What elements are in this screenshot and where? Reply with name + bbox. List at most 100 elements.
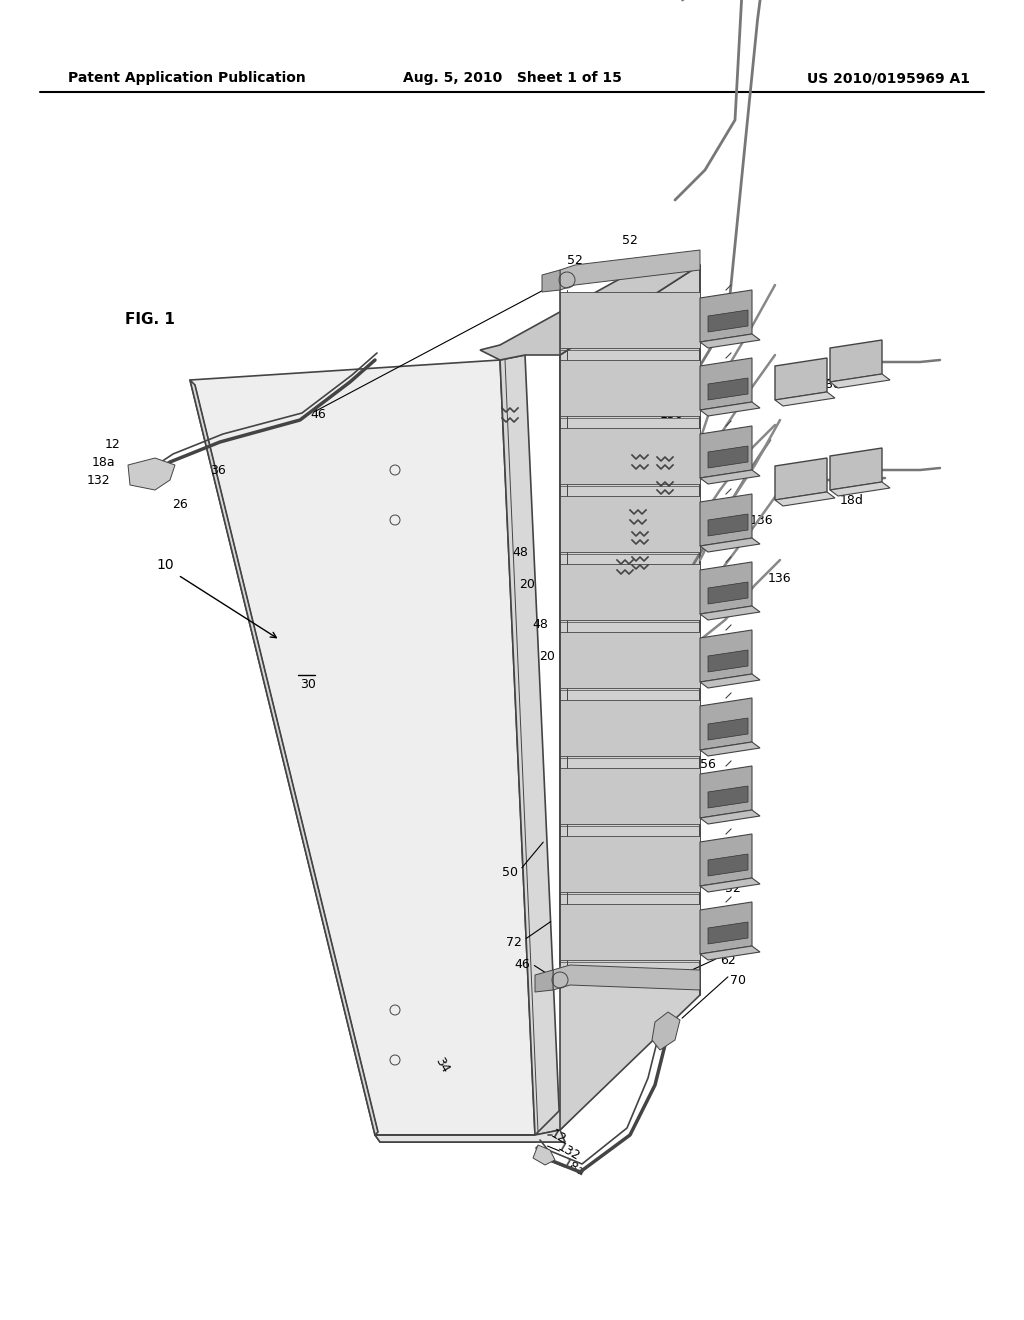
Text: 62: 62 xyxy=(720,953,736,966)
Polygon shape xyxy=(700,878,760,892)
Text: 48: 48 xyxy=(720,843,736,857)
Text: 62: 62 xyxy=(672,645,688,659)
Polygon shape xyxy=(553,965,700,990)
Polygon shape xyxy=(708,854,748,876)
Polygon shape xyxy=(700,494,752,546)
Text: 136: 136 xyxy=(658,338,682,351)
Polygon shape xyxy=(708,513,748,536)
Text: 18a: 18a xyxy=(91,455,115,469)
Polygon shape xyxy=(775,492,835,506)
Text: 56: 56 xyxy=(700,759,716,771)
Polygon shape xyxy=(560,496,700,552)
Polygon shape xyxy=(560,768,700,824)
Polygon shape xyxy=(700,946,760,960)
Polygon shape xyxy=(830,341,882,381)
Polygon shape xyxy=(480,260,700,360)
Polygon shape xyxy=(700,902,752,954)
Polygon shape xyxy=(700,358,752,411)
Text: 18d: 18d xyxy=(840,494,864,507)
Text: 62: 62 xyxy=(570,273,586,286)
Text: 18d: 18d xyxy=(818,379,842,392)
Text: 136: 136 xyxy=(750,513,773,527)
Polygon shape xyxy=(708,785,748,808)
Polygon shape xyxy=(652,1012,680,1049)
Text: 46: 46 xyxy=(310,408,326,421)
Polygon shape xyxy=(375,1135,565,1142)
Polygon shape xyxy=(535,990,700,1135)
Polygon shape xyxy=(708,378,748,400)
Text: 26: 26 xyxy=(172,499,188,511)
Text: 136: 136 xyxy=(768,572,792,585)
Polygon shape xyxy=(708,446,748,469)
Text: 20: 20 xyxy=(519,578,535,591)
Polygon shape xyxy=(128,458,175,490)
Polygon shape xyxy=(560,836,700,892)
Polygon shape xyxy=(700,403,760,416)
Polygon shape xyxy=(560,564,700,620)
Text: 40: 40 xyxy=(712,805,728,818)
Polygon shape xyxy=(700,606,760,620)
Polygon shape xyxy=(700,766,752,818)
Polygon shape xyxy=(560,360,700,416)
Polygon shape xyxy=(700,334,760,348)
Text: 46: 46 xyxy=(514,958,530,972)
Polygon shape xyxy=(700,675,760,688)
Text: 16: 16 xyxy=(627,474,643,487)
Text: 52: 52 xyxy=(622,234,638,247)
Polygon shape xyxy=(830,447,882,490)
Polygon shape xyxy=(775,392,835,407)
Text: 12: 12 xyxy=(548,1127,568,1147)
Text: Aug. 5, 2010   Sheet 1 of 15: Aug. 5, 2010 Sheet 1 of 15 xyxy=(402,71,622,84)
Polygon shape xyxy=(700,698,752,750)
Polygon shape xyxy=(560,700,700,756)
Polygon shape xyxy=(560,249,700,290)
Polygon shape xyxy=(534,1144,555,1166)
Polygon shape xyxy=(700,810,760,824)
Polygon shape xyxy=(830,482,890,496)
Polygon shape xyxy=(708,718,748,741)
Polygon shape xyxy=(775,458,827,500)
Text: FIG. 1: FIG. 1 xyxy=(125,313,175,327)
Polygon shape xyxy=(708,649,748,672)
Text: 136: 136 xyxy=(660,408,684,421)
Text: 62: 62 xyxy=(683,678,698,692)
Polygon shape xyxy=(775,358,827,400)
Text: 50: 50 xyxy=(502,866,518,879)
Polygon shape xyxy=(700,742,760,756)
Text: 30: 30 xyxy=(300,678,315,692)
Polygon shape xyxy=(560,428,700,484)
Polygon shape xyxy=(700,290,752,342)
Polygon shape xyxy=(708,310,748,333)
Text: 132: 132 xyxy=(555,1140,582,1163)
Polygon shape xyxy=(700,470,760,484)
Text: 52: 52 xyxy=(567,253,583,267)
Polygon shape xyxy=(560,904,700,960)
Polygon shape xyxy=(830,374,890,388)
Polygon shape xyxy=(708,582,748,605)
Polygon shape xyxy=(500,355,560,1135)
Polygon shape xyxy=(700,426,752,478)
Text: 70: 70 xyxy=(730,974,746,986)
Polygon shape xyxy=(190,380,378,1135)
Polygon shape xyxy=(700,539,760,552)
Polygon shape xyxy=(700,834,752,886)
Polygon shape xyxy=(560,632,700,688)
Polygon shape xyxy=(560,265,700,1130)
Polygon shape xyxy=(535,970,553,993)
Text: 34: 34 xyxy=(432,1055,452,1074)
Polygon shape xyxy=(708,921,748,944)
Text: 48: 48 xyxy=(532,619,548,631)
Text: 18a: 18a xyxy=(560,1156,587,1180)
Text: 52: 52 xyxy=(725,882,741,895)
Text: 36: 36 xyxy=(210,463,225,477)
Polygon shape xyxy=(375,1130,565,1142)
Text: 48: 48 xyxy=(512,545,528,558)
Polygon shape xyxy=(190,360,535,1135)
Text: 16: 16 xyxy=(645,532,660,544)
Text: 132: 132 xyxy=(86,474,110,487)
Text: 16: 16 xyxy=(668,587,684,601)
Text: US 2010/0195969 A1: US 2010/0195969 A1 xyxy=(807,71,970,84)
Polygon shape xyxy=(700,562,752,614)
Text: 62: 62 xyxy=(642,451,657,465)
Text: Patent Application Publication: Patent Application Publication xyxy=(68,71,306,84)
